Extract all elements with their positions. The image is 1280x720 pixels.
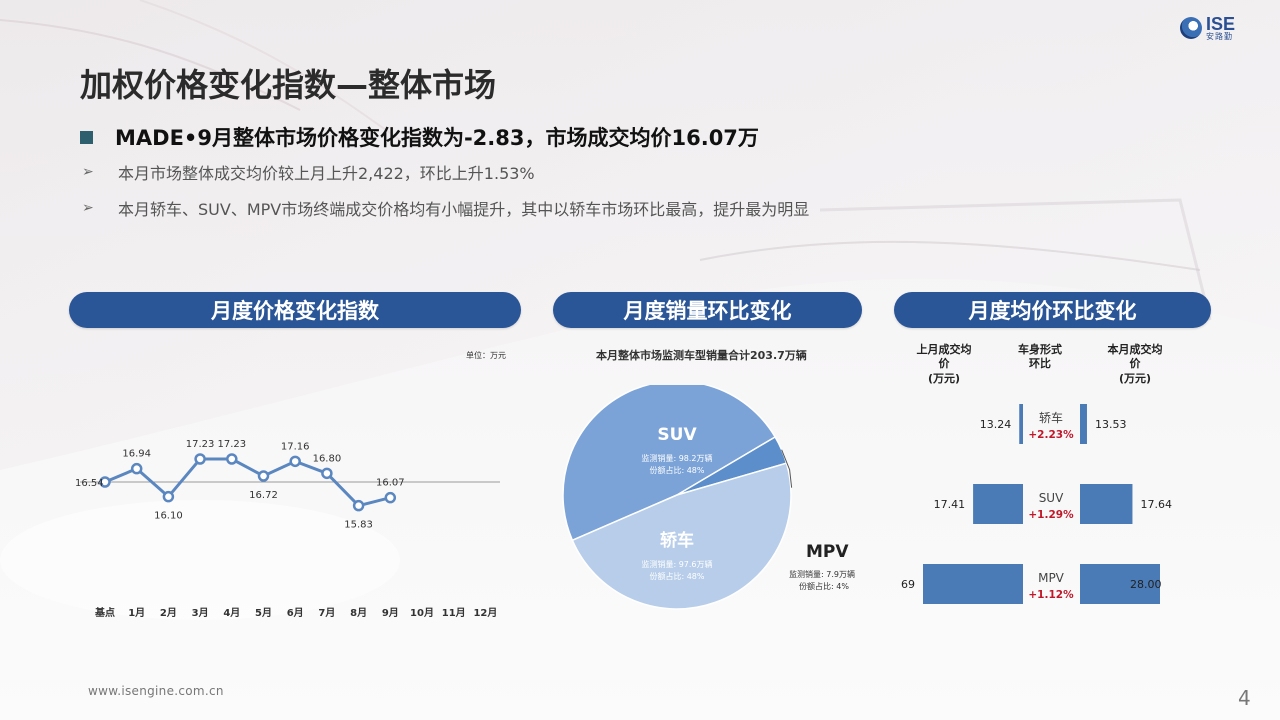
- slice-share-label: 份额占比: 4%: [799, 581, 849, 591]
- section-header-sales: 月度销量环比变化: [553, 292, 862, 328]
- slice-volume-label: 监测销量: 97.6万辆: [641, 559, 712, 569]
- body-type-label: 轿车: [1039, 410, 1063, 425]
- section-header-price: 月度均价环比变化: [894, 292, 1211, 328]
- unit-note: 单位：万元: [466, 351, 506, 360]
- bullet-text-1: 本月市场整体成交均价较上月上升2,422，环比上升1.53%: [118, 164, 535, 183]
- column-header-last-price: 上月成交均价 (万元): [914, 343, 974, 386]
- headline: MADE•9月整体市场价格变化指数为-2.83，市场成交均价16.07万: [80, 122, 759, 152]
- mpv-leader-line: [781, 449, 793, 488]
- bullet-item-1: ➢ 本月市场整体成交均价较上月上升2,422，环比上升1.53%: [80, 160, 535, 184]
- body-type-label: MPV: [1038, 571, 1065, 585]
- logo-mark-icon: [1180, 17, 1202, 39]
- current-price-bar: [1080, 564, 1160, 604]
- last-price-label: 27.69: [900, 578, 915, 591]
- current-price-bar: [1080, 484, 1133, 524]
- column-header-current-price-text: 本月成交均价 (万元): [1107, 343, 1163, 385]
- slice-share-label: 份额占比: 48%: [649, 465, 704, 475]
- x-tick-label: 2月: [160, 607, 177, 619]
- change-label: +1.29%: [1028, 509, 1074, 521]
- data-point: [257, 470, 270, 482]
- slice-share-label: 份额占比: 48%: [649, 571, 704, 581]
- last-price-bar: [973, 484, 1023, 524]
- x-tick-label: 3月: [192, 607, 209, 619]
- arrow-bullet-icon: ➢: [82, 200, 94, 216]
- current-price-bar: [1080, 404, 1087, 444]
- headline-square-icon: [80, 130, 93, 144]
- data-point: [130, 462, 143, 475]
- footer-url: www.isengine.com.cn: [88, 684, 224, 698]
- column-header-current-price: 本月成交均价 (万元): [1105, 343, 1165, 386]
- data-label: 17.23: [186, 439, 215, 450]
- data-label: 16.54: [75, 478, 104, 489]
- last-price-bar: [923, 564, 1023, 604]
- slice-volume-label: 监测销量: 7.9万辆: [789, 569, 855, 579]
- price-index-line-chart: 16.54 16.94 16.10 17.23 17.23 16.72 17.1616.80…: [75, 439, 500, 619]
- slice-name-label: SUV: [657, 425, 697, 445]
- slice-volume-label: 监测销量: 98.2万辆: [641, 453, 712, 463]
- data-label: 17.23: [217, 439, 246, 450]
- change-label: +2.23%: [1028, 429, 1074, 441]
- data-label: 16.94: [122, 449, 151, 460]
- slice-name-label: MPV: [806, 542, 849, 562]
- logo-main-text: ISE: [1206, 14, 1236, 34]
- change-label: +1.12%: [1028, 589, 1074, 601]
- current-price-label: 28.00: [1130, 578, 1162, 591]
- x-tick-label: 12月: [473, 607, 497, 619]
- x-tick-label: 4月: [223, 607, 240, 619]
- last-price-label: 13.24: [980, 418, 1012, 431]
- column-header-last-price-text: 上月成交均价 (万元): [916, 343, 972, 385]
- data-label: 17.16: [281, 441, 310, 452]
- data-point: [384, 491, 397, 504]
- bullet-text-2: 本月轿车、SUV、MPV市场终端成交价格均有小幅提升，其中以轿车市场环比最高，提…: [118, 200, 810, 219]
- column-header-body-type: 车身形式 环比: [1018, 343, 1062, 372]
- data-label: 15.83: [344, 520, 373, 531]
- data-point: [289, 455, 301, 468]
- page-number: 4: [1238, 686, 1251, 710]
- pie-slice: [571, 462, 792, 610]
- pie-slice: [562, 385, 777, 542]
- data-label: 16.10: [154, 511, 183, 522]
- arrow-bullet-icon: ➢: [82, 164, 94, 180]
- avg-price-bar-chart: 13.24 13.53 轿车 +2.23% 17.41 17.64 SUV +1.29% 27.…: [900, 404, 1172, 604]
- data-point: [99, 476, 111, 488]
- data-label: 16.72: [249, 490, 278, 501]
- ise-logo: ISE 安路勤: [1180, 12, 1260, 44]
- data-label: 16.80: [313, 453, 342, 464]
- x-tick-label: 9月: [382, 607, 399, 619]
- data-point: [162, 490, 175, 503]
- column-header-body-type-text: 车身形式 环比: [1018, 343, 1062, 371]
- x-tick-label: 8月: [350, 607, 367, 619]
- last-price-label: 17.41: [934, 498, 966, 511]
- last-price-bar: [1019, 404, 1023, 444]
- logo-sub-text: 安路勤: [1206, 32, 1233, 41]
- x-tick-label: 11月: [442, 607, 466, 619]
- data-point: [194, 453, 206, 465]
- x-tick-label: 7月: [318, 607, 335, 619]
- current-price-label: 17.64: [1140, 498, 1172, 511]
- slice-name-label: 轿车: [660, 530, 694, 551]
- section-header-index: 月度价格变化指数: [69, 292, 521, 328]
- x-tick-label: 10月: [410, 607, 434, 619]
- data-point: [226, 453, 238, 465]
- bullet-item-2: ➢ 本月轿车、SUV、MPV市场终端成交价格均有小幅提升，其中以轿车市场环比最高…: [80, 196, 809, 220]
- series-line: [104, 457, 391, 508]
- page-title: 加权价格变化指数—整体市场: [80, 66, 497, 104]
- data-label: 16.07: [376, 478, 405, 489]
- x-tick-label: 基点: [94, 606, 115, 619]
- body-type-label: SUV: [1039, 491, 1064, 505]
- x-tick-label: 1月: [128, 607, 145, 619]
- headline-text: MADE•9月整体市场价格变化指数为-2.83，市场成交均价16.07万: [115, 126, 759, 150]
- current-price-label: 13.53: [1095, 418, 1127, 431]
- data-point: [321, 467, 333, 480]
- total-sales-note: 本月整体市场监测车型销量合计203.7万辆: [596, 349, 807, 362]
- data-point: [352, 499, 365, 512]
- x-tick-label: 5月: [255, 607, 272, 619]
- x-tick-label: 6月: [287, 607, 304, 619]
